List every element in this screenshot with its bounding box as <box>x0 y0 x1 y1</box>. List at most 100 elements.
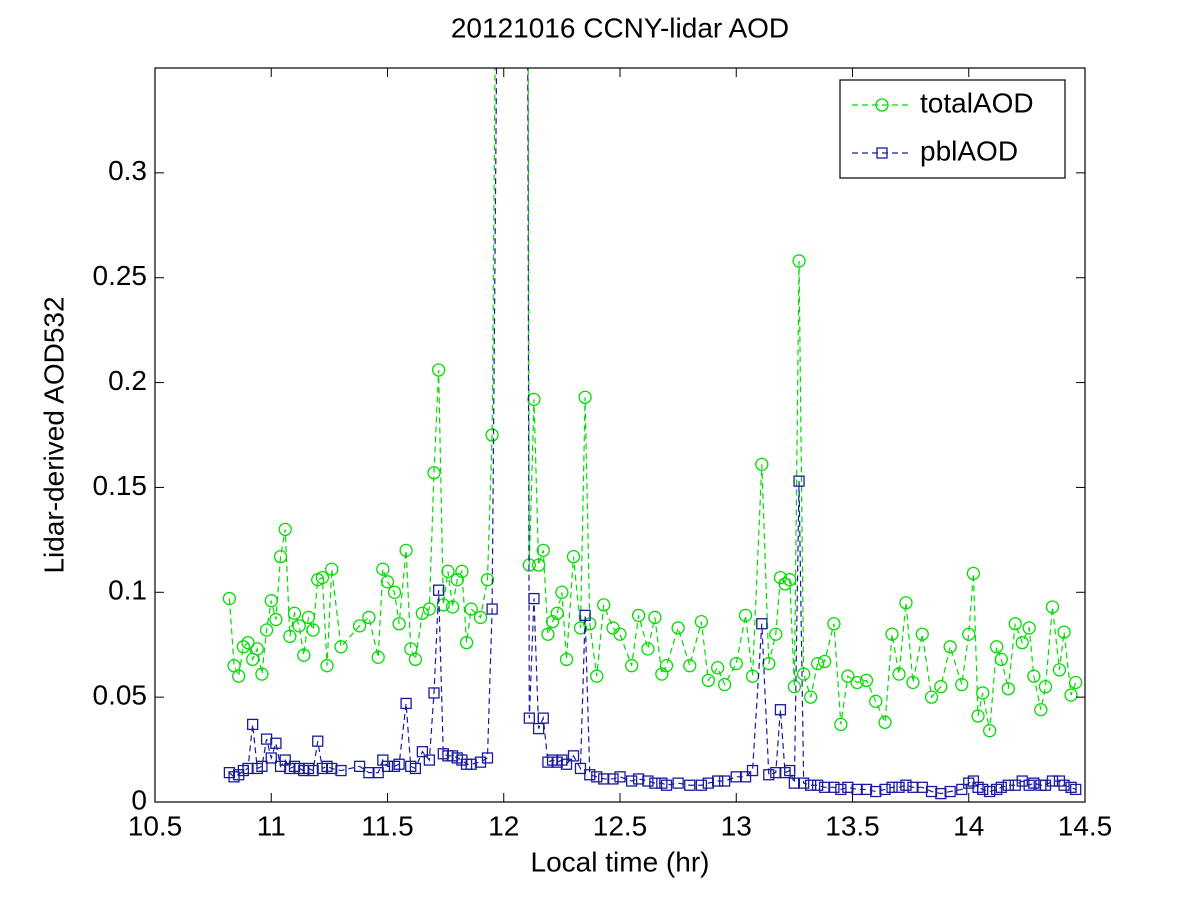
marker <box>399 543 413 557</box>
marker <box>387 585 402 599</box>
x-tick-label: 11 <box>257 810 286 841</box>
marker <box>528 592 540 605</box>
marker <box>885 627 899 641</box>
y-tick-label: 0.05 <box>93 680 148 711</box>
marker <box>579 609 591 622</box>
marker <box>805 779 817 791</box>
marker <box>455 564 469 578</box>
marker <box>423 754 436 766</box>
marker <box>793 475 805 487</box>
marker <box>983 724 997 738</box>
marker <box>907 781 919 793</box>
marker <box>778 577 792 591</box>
marker <box>842 781 854 793</box>
marker <box>459 635 474 650</box>
marker <box>427 466 441 480</box>
x-tick-label: 13 <box>721 810 752 841</box>
marker <box>870 785 882 798</box>
marker <box>717 677 732 692</box>
marker <box>523 712 535 724</box>
marker <box>935 787 947 800</box>
marker <box>335 764 347 777</box>
marker <box>683 659 697 673</box>
marker <box>559 652 574 667</box>
marker <box>841 669 855 683</box>
marker <box>798 777 810 789</box>
marker <box>712 775 724 787</box>
marker <box>762 656 776 671</box>
y-tick-label: 0.1 <box>108 575 147 606</box>
marker <box>306 623 320 637</box>
marker <box>655 667 669 681</box>
marker <box>598 773 610 785</box>
marker <box>550 606 564 620</box>
marker <box>590 669 604 683</box>
marker <box>1045 600 1060 614</box>
marker <box>441 564 455 578</box>
marker <box>1046 775 1059 787</box>
marker <box>536 543 550 557</box>
marker <box>597 598 611 612</box>
marker <box>292 619 306 633</box>
marker <box>694 614 709 629</box>
marker <box>624 659 639 673</box>
marker <box>1038 680 1053 694</box>
marker <box>730 771 742 783</box>
marker <box>450 573 464 587</box>
marker <box>835 783 847 796</box>
legend-label: pblAOD <box>920 135 1018 166</box>
marker <box>943 640 957 654</box>
marker <box>574 762 587 775</box>
marker <box>1034 703 1048 717</box>
marker <box>1022 621 1036 635</box>
marker <box>1039 779 1052 791</box>
marker <box>408 652 423 667</box>
marker <box>371 650 385 664</box>
marker <box>976 686 990 700</box>
marker <box>264 594 278 608</box>
y-tick-label: 0 <box>131 784 147 815</box>
marker <box>1009 779 1021 791</box>
marker <box>545 614 560 629</box>
marker <box>481 752 494 764</box>
marker <box>287 606 302 620</box>
marker <box>400 697 412 710</box>
y-axis-label: Lidar-derived AOD532 <box>38 296 69 573</box>
marker <box>584 769 596 781</box>
marker <box>416 746 429 758</box>
x-axis-label: Local time (hr) <box>531 846 710 877</box>
marker <box>995 781 1007 793</box>
marker <box>362 610 376 625</box>
marker <box>301 610 316 625</box>
marker <box>1028 777 1040 789</box>
marker <box>702 777 714 789</box>
marker <box>485 428 499 442</box>
marker <box>246 718 259 731</box>
marker <box>320 659 334 673</box>
marker <box>671 621 685 635</box>
marker <box>465 758 477 770</box>
marker <box>827 617 841 631</box>
x-tick-label: 10.5 <box>128 810 183 841</box>
marker <box>934 680 948 694</box>
marker <box>851 783 863 796</box>
marker <box>222 591 237 606</box>
marker <box>578 390 592 404</box>
marker <box>783 573 797 587</box>
marker <box>925 785 938 798</box>
x-tick-label: 11.5 <box>361 810 413 841</box>
y-tick-label: 0.2 <box>108 365 147 396</box>
marker <box>892 667 906 681</box>
marker <box>900 779 912 791</box>
marker <box>966 566 981 581</box>
marker <box>817 654 832 669</box>
marker <box>392 617 406 631</box>
marker <box>944 785 956 798</box>
marker <box>232 669 246 683</box>
marker <box>325 562 339 576</box>
plot-area <box>222 68 1083 800</box>
marker <box>756 618 768 630</box>
marker <box>924 690 939 704</box>
